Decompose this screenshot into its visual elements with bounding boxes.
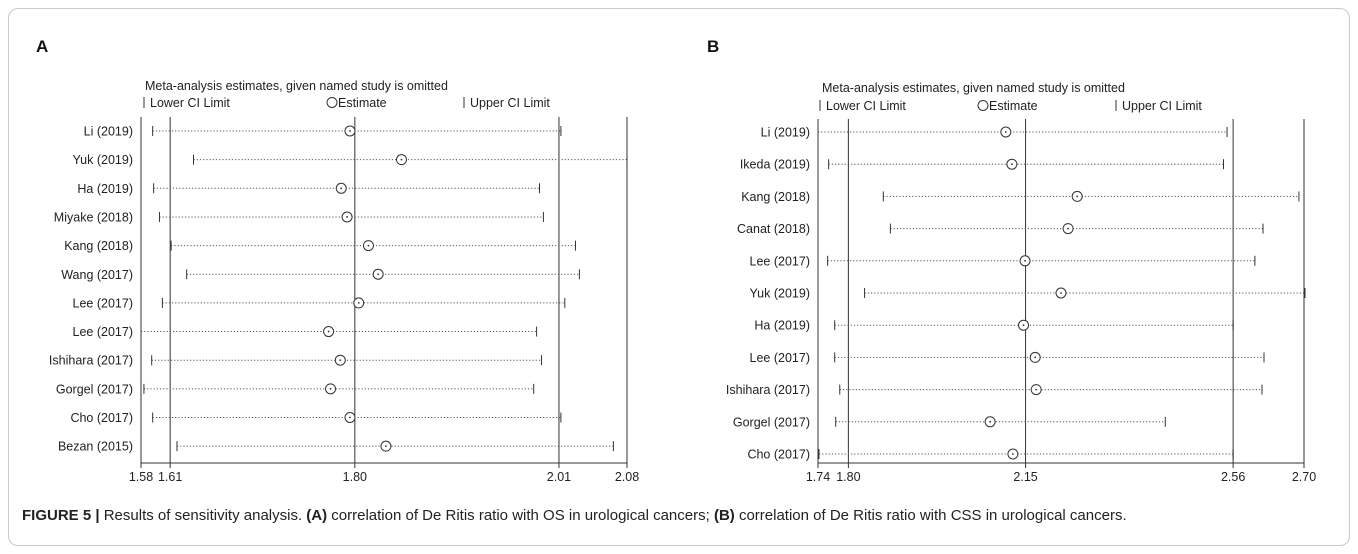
- panel-a-estimate-center: [349, 416, 351, 419]
- forest-plots: A Meta-analysis estimates, given named st…: [36, 37, 1316, 484]
- panel-b-study-label: Gorgel (2017): [733, 415, 810, 429]
- panel-a-legend-estimate-marker: [326, 97, 338, 108]
- panel-b-tick-label: 1.80: [836, 470, 860, 484]
- panel-a-study-label: Bezan (2015): [58, 440, 133, 454]
- panel-b-study-label: Yuk (2019): [750, 287, 810, 301]
- panel-a-study-label: Yuk (2019): [73, 153, 133, 167]
- panel-a-legend-upper: Upper CI Limit: [470, 96, 550, 110]
- panel-b-title: Meta-analysis estimates, given named stu…: [822, 81, 1125, 95]
- panel-a-estimate-center: [357, 302, 360, 304]
- panel-a-tick-label: 1.80: [343, 470, 367, 484]
- panel-b-study-label: Li (2019): [761, 126, 810, 140]
- panel-a-study-label: Wang (2017): [61, 268, 133, 282]
- panel-a-letter: A: [36, 37, 48, 56]
- panel-b-estimate-center: [1022, 324, 1025, 327]
- panel-a-legend-estimate: Estimate: [338, 96, 387, 110]
- panel-b-estimate-center: [1035, 388, 1038, 391]
- panel-a-study-label: Lee (2017): [73, 296, 133, 310]
- panel-a-legend-lower: Lower CI Limit: [150, 96, 230, 110]
- panel-a-estimate-center: [400, 158, 403, 161]
- panel-b-legend-lower: Lower CI Limit: [826, 99, 906, 113]
- caption-figure-label: FIGURE 5 |: [22, 507, 100, 524]
- panel-b-estimate-center: [1012, 453, 1014, 455]
- panel-a-estimate-center: [385, 445, 387, 448]
- panel-b-tick-label: 2.70: [1292, 470, 1316, 484]
- panel-b-study-label: Ha (2019): [754, 319, 810, 333]
- panel-b-study-label: Kang (2018): [741, 190, 810, 204]
- panel-b-estimate-center: [989, 420, 992, 423]
- panel-b-study-label: Lee (2017): [750, 351, 810, 365]
- panel-a-estimate-center: [367, 244, 370, 247]
- panel-b-study-label: Cho (2017): [747, 448, 810, 462]
- panel-a-study-label: Cho (2017): [70, 411, 133, 425]
- panel-b-estimate-center: [1060, 292, 1062, 294]
- panel-a-title: Meta-analysis estimates, given named stu…: [145, 79, 448, 93]
- panel-a-study-label: Ishihara (2017): [49, 354, 133, 368]
- caption-b-label: (B): [713, 507, 735, 524]
- panel-a-study-label: Gorgel (2017): [56, 382, 133, 396]
- panel-b-estimate-center: [1076, 195, 1079, 198]
- panel-b-legend-estimate-marker: [977, 100, 989, 111]
- panel-b-study-label: Ishihara (2017): [726, 383, 810, 397]
- panel-b-study-label: Ikeda (2019): [740, 158, 810, 172]
- panel-b-legend-estimate: Estimate: [989, 99, 1038, 113]
- panel-b-tick-label: 2.15: [1013, 470, 1037, 484]
- panel-a-estimate-center: [340, 187, 343, 190]
- caption-text-3: correlation of De Ritis ratio with CSS i…: [734, 507, 1127, 524]
- panel-a-tick-label: 1.58: [129, 470, 153, 484]
- panel-a-study-label: Ha (2019): [77, 182, 133, 196]
- panel-b-study-label: Canat (2018): [737, 222, 810, 236]
- panel-a-tick-label: 1.61: [158, 470, 182, 484]
- panel-b-estimate-center: [1034, 356, 1037, 359]
- panel-a-estimate-center: [377, 273, 380, 276]
- caption-a-label: (A): [306, 507, 328, 524]
- panel-b-tick-label: 2.56: [1221, 470, 1245, 484]
- caption-text-2: correlation of De Ritis ratio with OS in…: [327, 507, 714, 524]
- panel-b-estimate-center: [1024, 259, 1026, 262]
- panel-b-letter: B: [707, 37, 719, 56]
- panel-a-study-label: Kang (2018): [64, 239, 133, 253]
- panel-a-estimate-center: [329, 387, 332, 390]
- panel-b-estimate-center: [1004, 131, 1007, 133]
- panel-b-tick-label: 1.74: [806, 470, 830, 484]
- panel-a-estimate-center: [327, 330, 330, 333]
- panel-b-study-label: Lee (2017): [750, 254, 810, 268]
- panel-b-estimate-center: [1067, 227, 1069, 230]
- figure-caption: FIGURE 5 | Results of sensitivity analys…: [22, 507, 1127, 524]
- panel-a-estimate-center: [349, 130, 351, 132]
- figure-frame: [8, 8, 1350, 546]
- panel-b-legend-upper: Upper CI Limit: [1122, 99, 1202, 113]
- panel-a-study-label: Lee (2017): [73, 325, 133, 339]
- panel-a-tick-label: 2.01: [547, 470, 571, 484]
- caption-text-1: Results of sensitivity analysis.: [99, 507, 307, 524]
- panel-a-study-label: Miyake (2018): [54, 210, 133, 224]
- panel-a-tick-label: 2.08: [615, 470, 639, 484]
- panel-a-estimate-center: [339, 359, 342, 362]
- panel-a-study-label: Li (2019): [84, 125, 133, 139]
- panel-b-estimate-center: [1010, 163, 1013, 166]
- panel-a-estimate-center: [346, 216, 348, 218]
